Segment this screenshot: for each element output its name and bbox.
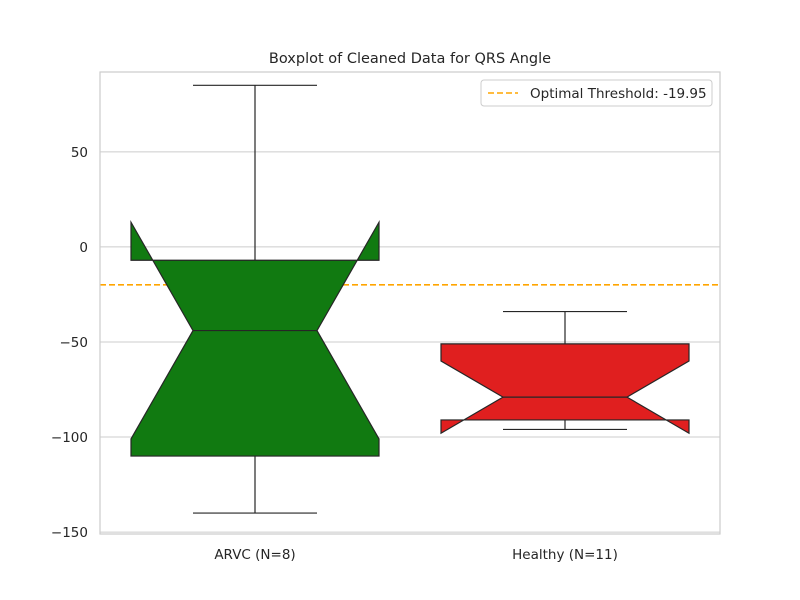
y-tick-label: 0: [79, 240, 88, 256]
plot-frame: [99, 71, 721, 535]
y-tick-label: −100: [51, 430, 88, 446]
box-layer: [130, 84, 690, 514]
y-tick-label: −150: [51, 525, 88, 541]
y-tick-labels: 50 0 −50 −100 −150: [51, 145, 88, 541]
box-group: [130, 84, 380, 514]
x-tick-label: Healthy (N=11): [512, 547, 618, 563]
box-group: [440, 310, 690, 435]
legend-threshold-label: Optimal Threshold: -19.95: [530, 86, 707, 102]
legend-frame: [480, 79, 713, 107]
y-tick-label: 50: [71, 145, 88, 161]
y-tick-label: −50: [60, 335, 89, 351]
x-tick-labels: ARVC (N=8) Healthy (N=11): [214, 547, 618, 563]
notched-box: [440, 343, 690, 435]
legend: Optimal Threshold: -19.95: [480, 79, 713, 107]
notched-box: [130, 219, 380, 457]
x-tick-label: ARVC (N=8): [214, 547, 295, 563]
chart-title: Boxplot of Cleaned Data for QRS Angle: [269, 51, 551, 67]
